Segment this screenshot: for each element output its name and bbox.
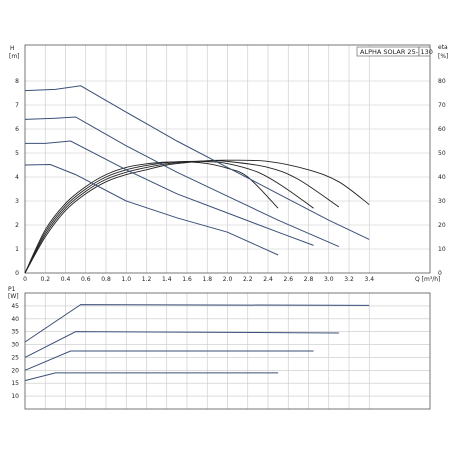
head-curve-4 xyxy=(24,164,279,256)
eta-y-tick-label: 80 xyxy=(438,78,446,85)
efficiency-curves xyxy=(24,159,370,274)
eta-y-tick-label: 10 xyxy=(438,246,446,253)
eta-axis-unit: [%] xyxy=(438,53,448,60)
eta-y-tick-label: 70 xyxy=(438,102,446,109)
head-y-tick-label: 6 xyxy=(15,126,19,133)
head-y-tick-label: 3 xyxy=(15,198,19,205)
head-grid xyxy=(25,45,430,273)
eta-y-tick-label: 0 xyxy=(438,270,442,277)
power-y-tick-label: 40 xyxy=(11,316,19,323)
flow-x-tick-label: 1.0 xyxy=(121,276,131,283)
flow-x-tick-label: 3.0 xyxy=(324,276,334,283)
head-curves xyxy=(24,85,370,256)
power-y-tick-label: 10 xyxy=(11,393,19,400)
flow-x-ticks: 0 0.2 0.4 0.6 0.8 1.0 1.2 1.4 1.6 1.8 2.0 2.2 2.4 2.6… xyxy=(23,276,374,283)
head-y-ticks: 0 1 2 3 4 5 6 7 8 xyxy=(15,78,19,277)
model-size: 130 xyxy=(421,48,433,56)
flow-x-tick-label: 3.2 xyxy=(344,276,354,283)
efficiency-curve-1 xyxy=(24,159,370,274)
head-y-tick-label: 8 xyxy=(15,78,19,85)
power-y-tick-label: 25 xyxy=(11,354,19,361)
power-axis-unit: [W] xyxy=(8,293,19,300)
power-panel: 10 15 20 25 30 35 40 45 P1 [W] xyxy=(8,286,431,410)
eta-y-tick-label: 30 xyxy=(438,198,446,205)
head-panel: 0 1 2 3 4 5 6 7 8 0 10 20 30 40 50 60 70 80 0 0.2 0.4 0.6 0.… xyxy=(9,44,448,283)
head-y-tick-label: 4 xyxy=(15,174,19,181)
head-y-tick-label: 2 xyxy=(15,222,19,229)
flow-x-tick-label: 0.8 xyxy=(101,276,111,283)
head-y-tick-label: 1 xyxy=(15,246,19,253)
model-label-box: ALPHA SOLAR 25-75 130 xyxy=(356,46,433,57)
flow-x-tick-label: 2.6 xyxy=(283,276,293,283)
head-y-tick-label: 5 xyxy=(15,150,19,157)
flow-x-tick-label: 2.0 xyxy=(223,276,233,283)
head-y-tick-label: 7 xyxy=(15,102,19,109)
flow-axis-label: Q [m³/h] xyxy=(415,276,440,283)
power-y-ticks: 10 15 20 25 30 35 40 45 xyxy=(11,303,19,400)
eta-y-tick-label: 60 xyxy=(438,126,446,133)
head-curve-2 xyxy=(24,116,340,248)
head-curve-3 xyxy=(25,140,314,246)
efficiency-curve-3 xyxy=(24,160,314,274)
eta-y-tick-label: 20 xyxy=(438,222,446,229)
power-y-tick-label: 45 xyxy=(11,303,19,310)
head-plot-frame xyxy=(24,44,431,274)
power-curve-4 xyxy=(24,372,279,382)
flow-x-tick-label: 2.2 xyxy=(243,276,253,283)
power-y-tick-label: 30 xyxy=(11,342,19,349)
model-name: ALPHA SOLAR 25-75 xyxy=(360,48,426,56)
eta-y-tick-label: 50 xyxy=(438,150,446,157)
flow-x-tick-label: 1.6 xyxy=(182,276,192,283)
power-y-tick-label: 35 xyxy=(11,329,19,336)
head-axis-label: H xyxy=(10,45,15,52)
flow-x-tick-label: 0.2 xyxy=(40,276,50,283)
power-plot-frame xyxy=(24,292,431,410)
flow-x-tick-label: 1.8 xyxy=(202,276,212,283)
power-curves xyxy=(24,304,370,382)
eta-y-ticks: 0 10 20 30 40 50 60 70 80 xyxy=(438,78,446,277)
power-curve-2 xyxy=(24,331,339,358)
flow-x-tick-label: 2.8 xyxy=(304,276,314,283)
flow-x-tick-label: 0.4 xyxy=(61,276,71,283)
model-size-box xyxy=(418,46,431,57)
flow-x-tick-label: 0.6 xyxy=(81,276,91,283)
efficiency-curve-2 xyxy=(24,160,340,274)
power-curve-1 xyxy=(24,304,370,343)
head-y-tick-label: 0 xyxy=(15,270,19,277)
power-curve-3 xyxy=(24,350,314,371)
flow-x-tick-label: 2.4 xyxy=(263,276,273,283)
power-grid xyxy=(25,293,430,409)
power-y-tick-label: 20 xyxy=(11,367,19,374)
eta-y-tick-label: 40 xyxy=(438,174,446,181)
head-curve-1 xyxy=(24,85,370,240)
efficiency-curve-4 xyxy=(24,161,279,274)
flow-x-tick-label: 1.4 xyxy=(162,276,172,283)
head-axis-unit: [m] xyxy=(9,53,20,60)
flow-x-tick-label: 0 xyxy=(23,276,27,283)
eta-axis-label: eta xyxy=(438,44,448,51)
power-axis-label: P1 xyxy=(8,286,16,293)
flow-x-tick-label: 1.2 xyxy=(142,276,152,283)
flow-x-tick-label: 3.4 xyxy=(364,276,374,283)
power-y-tick-label: 15 xyxy=(11,380,19,387)
